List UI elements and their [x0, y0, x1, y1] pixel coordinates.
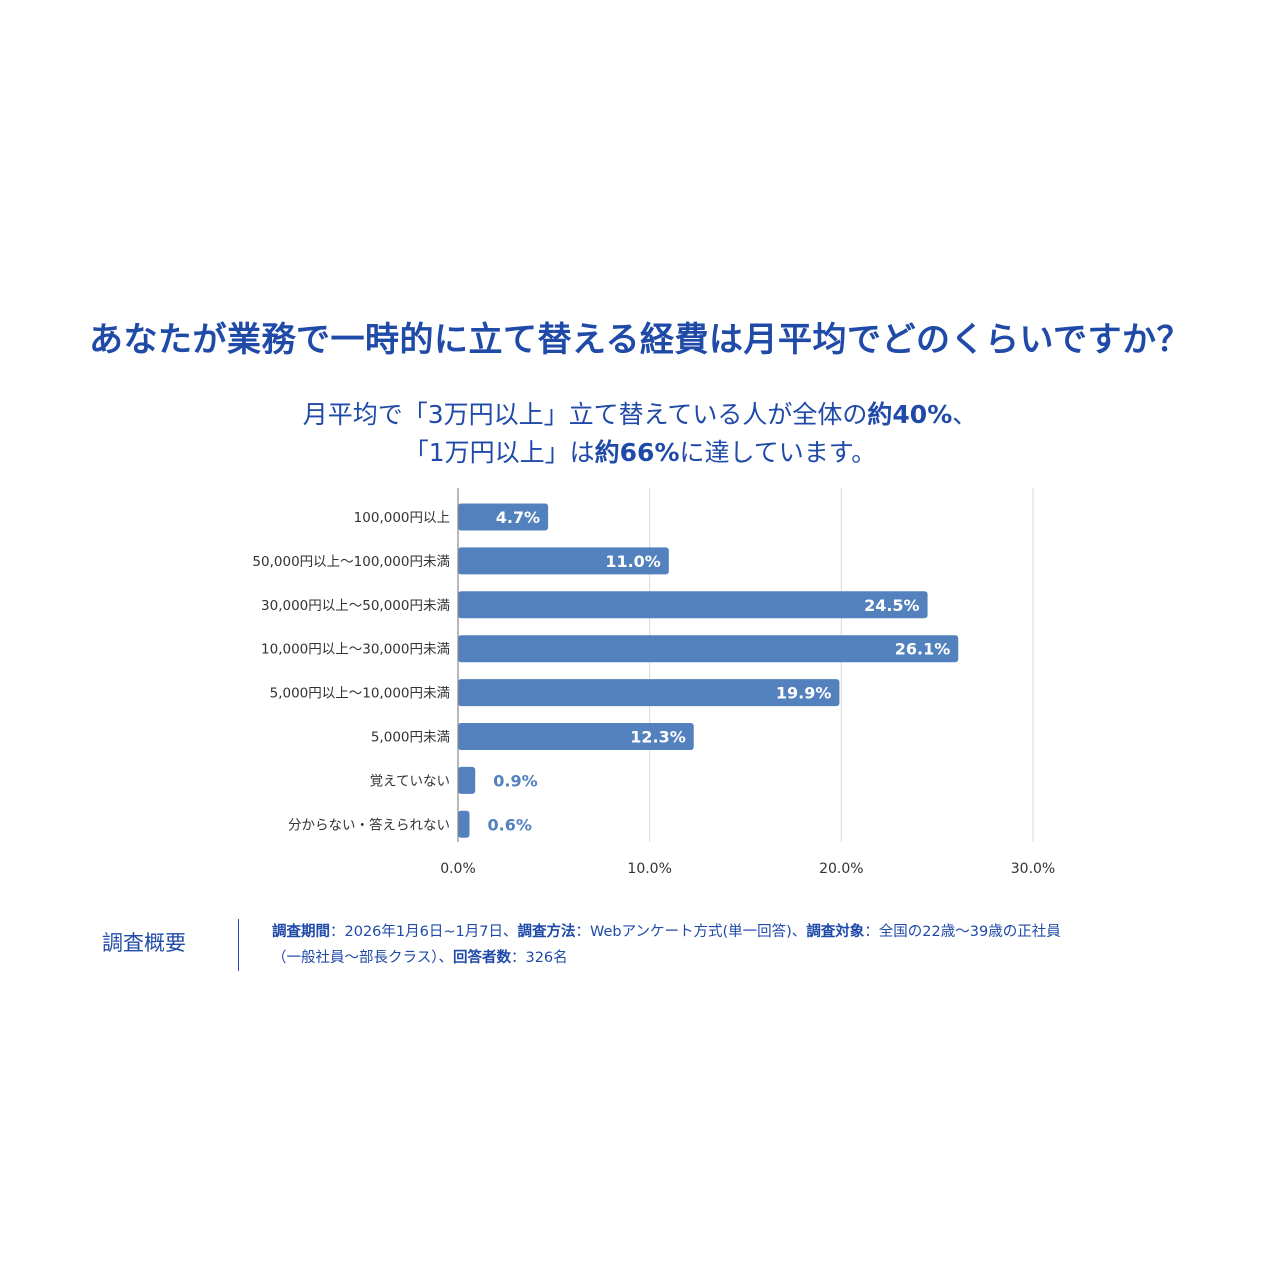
data-label-2: 24.5% [864, 596, 920, 615]
category-label-5: 5,000円未満 [371, 730, 450, 746]
bar-2 [458, 591, 928, 619]
data-label-0: 4.7% [496, 508, 540, 527]
survey-details-row-2: （一般社員〜部長クラス）、回答者数：326名 [272, 945, 1202, 971]
survey-target-value-cont: （一般社員〜部長クラス）、 [272, 950, 453, 966]
survey-details: 調査期間：2026年1月6日~1月7日、調査方法：Webアンケート方式(単一回答… [272, 919, 1202, 971]
survey-details-row-1: 調査期間：2026年1月6日~1月7日、調査方法：Webアンケート方式(単一回答… [272, 919, 1202, 945]
bar-4 [458, 679, 840, 707]
survey-method-label: 調査方法 [517, 924, 576, 940]
category-label-6: 覚えていない [370, 773, 450, 789]
chart-subtitle: 月平均で「3万円以上」立て替えている人が全体の約40%、 「1万円以上」は約66… [0, 396, 1280, 472]
subtitle-line-2-highlight: 約66% [594, 438, 680, 467]
data-label-4: 19.9% [776, 684, 832, 703]
survey-count-value: ：326名 [510, 950, 568, 966]
subtitle-line-2: 「1万円以上」は約66%に達しています。 [0, 434, 1280, 472]
survey-count-label: 回答者数 [452, 950, 511, 966]
bar-6 [458, 766, 476, 794]
bar-0 [458, 503, 549, 531]
survey-method-value: ：Webアンケート方式(単一回答)、 [575, 924, 807, 940]
subtitle-line-1-text: 月平均で「3万円以上」立て替えている人が全体の [302, 400, 868, 429]
data-label-7: 0.6% [488, 815, 532, 834]
subtitle-line-1: 月平均で「3万円以上」立て替えている人が全体の約40%、 [0, 396, 1280, 434]
category-label-4: 5,000円以上〜10,000円未満 [270, 686, 450, 702]
bar-7 [458, 810, 470, 838]
x-tick-label-2: 20.0% [819, 861, 863, 877]
chart-title: あなたが業務で一時的に立て替える経費は月平均でどのくらいですか？ [89, 320, 1191, 360]
survey-target-value: ：全国の22歳〜39歳の正社員 [864, 924, 1061, 940]
survey-period-label: 調査期間 [272, 924, 330, 940]
bar-3 [458, 635, 959, 663]
x-tick-label-3: 30.0% [1011, 861, 1055, 877]
bar-5 [458, 723, 694, 750]
subtitle-line-1-end: 、 [952, 400, 978, 429]
category-label-1: 50,000円以上〜100,000円未満 [252, 554, 450, 570]
category-label-0: 100,000円以上 [354, 510, 450, 526]
category-label-7: 分からない・答えられない [288, 816, 450, 833]
subtitle-line-1-highlight: 約40% [867, 400, 953, 429]
category-label-2: 30,000円以上〜50,000円未満 [261, 598, 450, 614]
category-label-3: 10,000円以上〜30,000円未満 [261, 642, 450, 658]
survey-period-value: ：2026年1月6日~1月7日、 [330, 924, 518, 940]
data-label-3: 26.1% [895, 640, 951, 659]
bar-1 [458, 547, 669, 575]
data-label-5: 12.3% [630, 728, 686, 747]
x-tick-label-1: 10.0% [627, 861, 671, 877]
subtitle-line-2-text: 「1万円以上」は [403, 438, 595, 467]
survey-overview-label: 調査概要 [102, 931, 186, 955]
x-tick-label-0: 0.0% [440, 861, 476, 877]
bar-chart: 100,000円以上 4.7% 50,000円以上〜100,000円未満 11.0% 3… [252, 488, 1055, 877]
survey-target-label: 調査対象 [806, 924, 865, 940]
data-label-1: 11.0% [605, 552, 661, 571]
survey-divider [238, 919, 239, 971]
survey-overview: 調査概要 調査期間：2026年1月6日~1月7日、調査方法：Webアンケート方式… [0, 915, 1280, 975]
data-label-6: 0.9% [493, 771, 537, 790]
subtitle-line-2-end: に達しています。 [679, 438, 877, 467]
